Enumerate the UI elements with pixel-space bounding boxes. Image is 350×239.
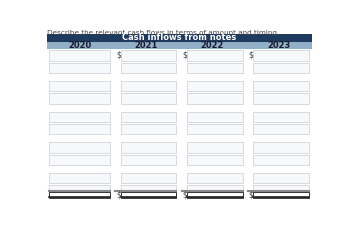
Bar	[49, 63, 110, 73]
Text: 2023: 2023	[267, 41, 290, 50]
Bar	[49, 124, 110, 135]
Bar	[121, 142, 176, 152]
Bar	[187, 93, 243, 104]
Bar	[49, 185, 110, 196]
Bar	[253, 81, 309, 91]
Bar	[47, 34, 312, 42]
Text: Describe the relevant cash flows in terms of amount and timing.: Describe the relevant cash flows in term…	[47, 30, 279, 36]
Bar	[49, 81, 110, 91]
Bar	[187, 63, 243, 73]
Bar	[121, 124, 176, 135]
Bar	[121, 93, 176, 104]
Bar	[49, 155, 110, 165]
Text: $: $	[116, 51, 121, 60]
Bar	[253, 155, 309, 165]
Bar	[49, 192, 110, 197]
Text: 2021: 2021	[134, 41, 158, 50]
Text: $: $	[116, 190, 121, 199]
Bar	[121, 155, 176, 165]
Bar	[187, 173, 243, 183]
Bar	[121, 81, 176, 91]
Bar	[47, 42, 312, 49]
Bar	[49, 173, 110, 183]
Bar	[121, 50, 176, 61]
Text: $: $	[249, 190, 254, 199]
Bar	[253, 185, 309, 196]
Bar	[187, 81, 243, 91]
Bar	[121, 185, 176, 196]
Text: $: $	[182, 190, 187, 199]
Bar	[187, 192, 243, 197]
Text: Cash inflows from notes: Cash inflows from notes	[122, 33, 237, 42]
Bar	[187, 124, 243, 135]
Text: $: $	[182, 51, 187, 60]
Bar	[187, 112, 243, 122]
Bar	[253, 173, 309, 183]
Text: $: $	[249, 51, 254, 60]
Bar	[121, 173, 176, 183]
Bar	[253, 142, 309, 152]
Bar	[49, 93, 110, 104]
Bar	[253, 112, 309, 122]
Text: 2020: 2020	[68, 41, 92, 50]
Bar	[187, 155, 243, 165]
Bar	[253, 124, 309, 135]
Bar	[49, 142, 110, 152]
Text: 2022: 2022	[201, 41, 224, 50]
Bar	[187, 185, 243, 196]
Bar	[253, 93, 309, 104]
Bar	[49, 112, 110, 122]
Bar	[187, 142, 243, 152]
Bar	[253, 63, 309, 73]
Bar	[121, 63, 176, 73]
Bar	[121, 112, 176, 122]
Bar	[253, 50, 309, 61]
Bar	[253, 192, 309, 197]
Bar	[187, 50, 243, 61]
Bar	[49, 50, 110, 61]
Bar	[121, 192, 176, 197]
